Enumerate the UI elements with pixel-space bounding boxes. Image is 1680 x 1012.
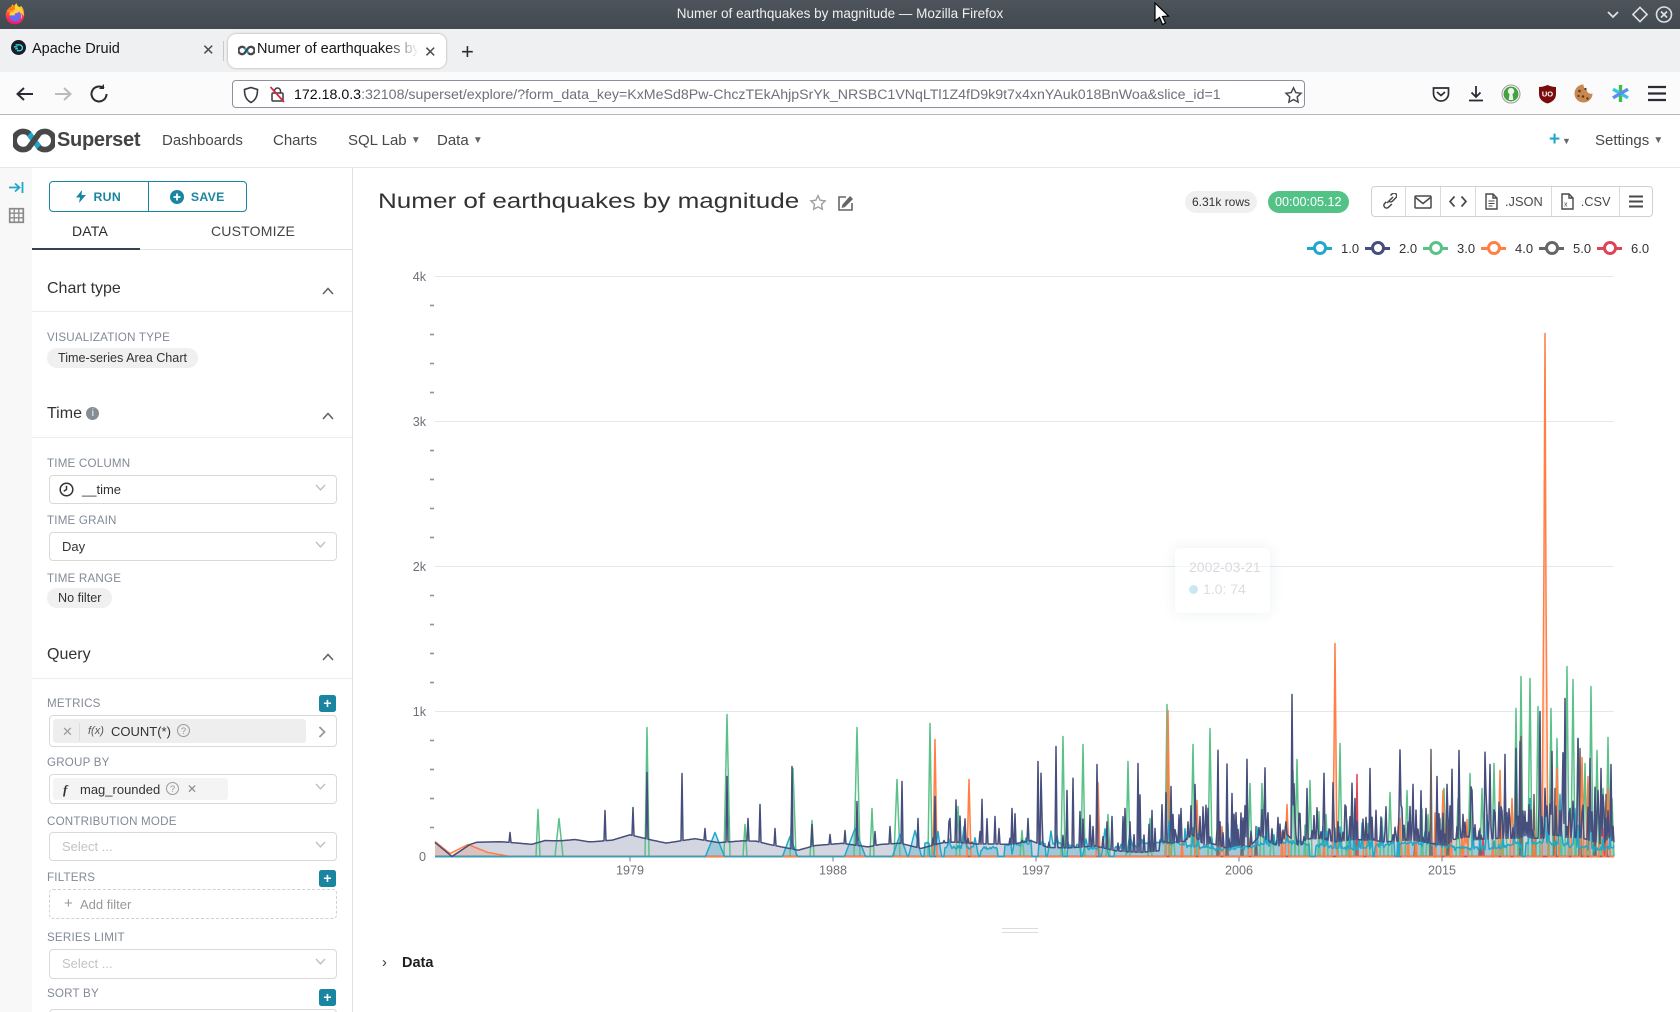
svg-text:1988: 1988 — [819, 864, 847, 878]
svg-text:2006: 2006 — [1225, 864, 1253, 878]
svg-text:1k: 1k — [413, 705, 427, 719]
svg-text:3k: 3k — [413, 415, 427, 429]
svg-text:UO: UO — [1542, 90, 1553, 99]
svg-text:1979: 1979 — [616, 864, 644, 878]
svg-text:2015: 2015 — [1428, 864, 1456, 878]
svg-text:x: x — [1564, 202, 1568, 209]
svg-text:0: 0 — [419, 850, 426, 864]
svg-text:2k: 2k — [413, 560, 427, 574]
svg-text:1997: 1997 — [1022, 864, 1050, 878]
svg-text:4k: 4k — [413, 270, 427, 284]
